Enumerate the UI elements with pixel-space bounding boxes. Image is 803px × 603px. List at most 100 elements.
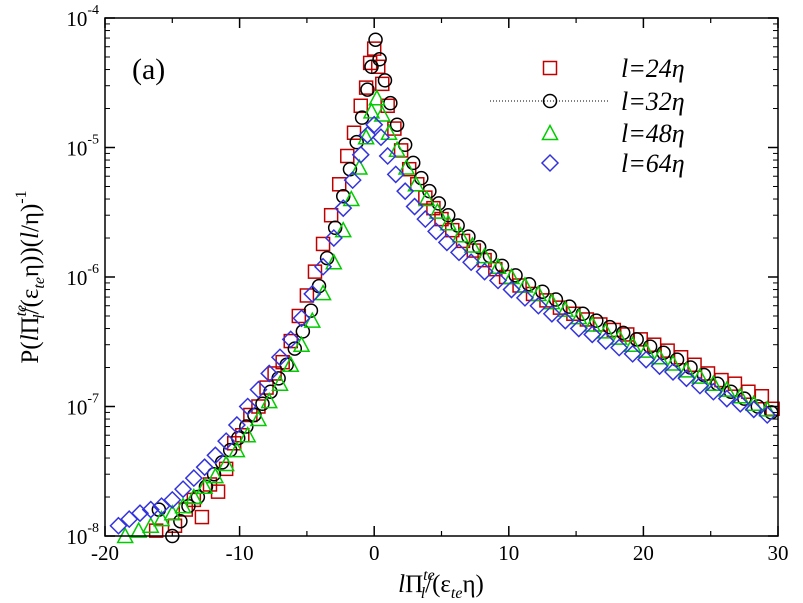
x-tick-label: -20 [91, 541, 119, 565]
data-point [717, 389, 736, 408]
data-point [583, 315, 602, 332]
data-point [351, 145, 370, 164]
x-axis-title: lΠte l/(εteη) [398, 567, 484, 602]
legend-label: l=32η [621, 87, 685, 116]
data-point [349, 134, 364, 150]
data-point [656, 345, 671, 361]
data-point [372, 52, 387, 67]
data-point [389, 117, 405, 132]
data-point [502, 280, 521, 299]
data-point [299, 288, 315, 303]
data-point [380, 98, 395, 114]
data-point [129, 521, 148, 538]
data-point [543, 293, 561, 310]
data-point [195, 477, 214, 495]
data-point [346, 125, 362, 140]
data-point [270, 348, 290, 367]
data-point [327, 220, 343, 236]
data-point [570, 308, 588, 325]
data-point [556, 300, 575, 317]
data-point [542, 304, 561, 323]
x-tick-label: 30 [768, 541, 789, 565]
data-point [303, 284, 322, 303]
data-point [120, 510, 139, 529]
data-point [319, 250, 335, 266]
data-point [353, 98, 368, 114]
data-point [217, 432, 236, 451]
data-point [259, 380, 274, 395]
data-point [396, 182, 415, 201]
data-point [704, 374, 723, 391]
data-point [449, 243, 469, 262]
x-tick-label: 10 [498, 541, 519, 565]
series-1 [148, 41, 780, 538]
data-point [342, 189, 361, 207]
data-point [405, 155, 421, 171]
data-point [315, 236, 331, 252]
data-point [260, 392, 278, 409]
data-point [238, 397, 257, 416]
x-tick-label: -10 [226, 541, 254, 565]
data-point [292, 335, 311, 352]
data-point [358, 125, 377, 145]
data-point [206, 467, 225, 484]
x-tick-label: 0 [369, 541, 380, 565]
data-point [226, 436, 242, 451]
data-point [365, 115, 384, 134]
data-point [718, 380, 736, 397]
data-point [663, 362, 683, 381]
y-tick-label: 10-5 [66, 133, 99, 161]
data-point [335, 189, 351, 204]
data-point [610, 328, 628, 345]
data-point [515, 288, 535, 307]
legend-marker [540, 153, 560, 173]
data-point [377, 73, 393, 88]
data-point [325, 253, 343, 270]
data-point [405, 197, 424, 216]
legend-marker [542, 93, 558, 109]
data-point [334, 221, 352, 238]
data-point [368, 89, 386, 106]
data-point [217, 454, 235, 472]
data-point [664, 354, 682, 371]
data-point [195, 458, 214, 477]
y-tick-label: 10-6 [66, 262, 99, 290]
ticks-layer: -20 -10 0 10 20 30 10-8 10-7 10-6 10-5 10-4 [66, 3, 788, 565]
data-point [569, 319, 588, 338]
data-point [260, 364, 279, 383]
data-point [141, 500, 160, 519]
data-point [529, 284, 548, 302]
data-point [650, 348, 669, 365]
data-point [130, 504, 150, 523]
data-point [488, 271, 508, 290]
data-point [596, 332, 615, 351]
data-point [357, 128, 375, 145]
data-point [228, 441, 246, 458]
data-point [529, 296, 548, 315]
data-point [556, 311, 575, 330]
data-point [388, 140, 406, 158]
data-point [475, 262, 494, 281]
data-point [471, 239, 487, 255]
data-point [502, 267, 521, 285]
y-axis-title: P(lΠtel/(εteη))(l/η)-1 [13, 190, 48, 363]
data-point [174, 480, 193, 499]
data-point [184, 469, 203, 488]
series-4 [109, 115, 777, 535]
data-point [758, 400, 776, 417]
data-point [380, 123, 398, 140]
data-point [249, 380, 268, 399]
data-point [494, 258, 510, 274]
data-point [723, 384, 739, 399]
data-point [371, 128, 390, 147]
data-point [362, 102, 381, 119]
data-point [148, 523, 164, 538]
data-point [360, 82, 375, 97]
legend-label: l=64η [621, 149, 685, 178]
data-point [637, 350, 656, 369]
data-point [407, 175, 425, 192]
data-point [677, 361, 696, 378]
data-point [440, 207, 456, 223]
data-point [650, 357, 669, 376]
